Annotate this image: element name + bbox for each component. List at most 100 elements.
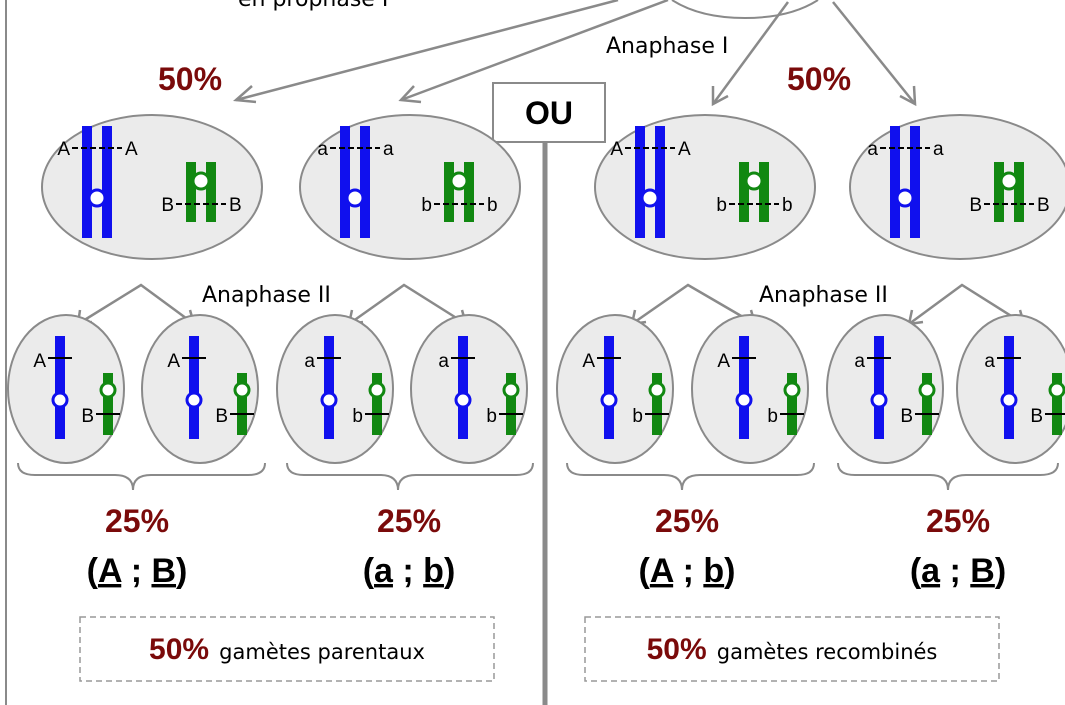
green-chromatid: [739, 162, 749, 222]
blue-centromere: [185, 391, 203, 409]
green-centromere: [368, 381, 386, 399]
green-centromere: [783, 381, 801, 399]
right-gamete-3: aB: [826, 314, 944, 464]
green-chromatid: [186, 162, 196, 222]
anaphase-1-arrows: [233, 0, 917, 107]
blue-chromosome: [874, 336, 884, 439]
green-centromere: [918, 381, 936, 399]
gamete-membrane: [276, 314, 394, 464]
green-allele-right: B: [229, 195, 242, 216]
blue-centromere: [600, 391, 618, 409]
top-right-cell-arc: [671, 0, 819, 20]
gamete-membrane: [410, 314, 528, 464]
gamete-membrane: [7, 314, 125, 464]
green-chromatid: [206, 162, 216, 222]
genotype-close: ): [724, 552, 735, 590]
genotype-separator: ;: [393, 552, 423, 590]
green-allele-left: B: [969, 195, 982, 216]
green-chromosome: [237, 373, 247, 435]
blue-chromosome: [458, 336, 468, 439]
genotype-close: ): [995, 552, 1006, 590]
green-allele: b: [486, 406, 497, 427]
green-allele: B: [900, 406, 913, 427]
green-allele: b: [352, 406, 363, 427]
gamete-braces: [17, 462, 1059, 491]
blue-chromatid: [635, 126, 645, 238]
genotype-allele-2: b: [423, 552, 444, 590]
green-chromatid: [759, 162, 769, 222]
genotype-allele-2: b: [703, 552, 724, 590]
green-centromere: [449, 171, 469, 191]
right-summary-box: [584, 616, 1000, 682]
left-group-1-percent: 25%: [105, 503, 169, 539]
green-allele: b: [767, 406, 778, 427]
blue-chromosome: [55, 336, 65, 439]
blue-chromosome: [1004, 336, 1014, 439]
green-chromosome: [787, 373, 797, 435]
green-centromere: [1048, 381, 1065, 399]
blue-allele-right: a: [383, 139, 394, 160]
green-chromosome: [1052, 373, 1062, 435]
blue-chromatid: [360, 126, 370, 238]
blue-chromatid: [82, 126, 92, 238]
blue-allele-right: a: [933, 139, 944, 160]
genotype-separator: ;: [673, 552, 703, 590]
green-chromatid: [444, 162, 454, 222]
genotype-allele-2: B: [151, 552, 176, 590]
blue-allele: A: [582, 351, 595, 372]
green-centromere: [99, 381, 117, 399]
gamete-membrane: [556, 314, 674, 464]
green-chromosome: [372, 373, 382, 435]
green-chromosome: [506, 373, 516, 435]
right-summary-text: gamètes recombinés: [717, 640, 938, 664]
blue-allele: a: [304, 351, 315, 372]
blue-allele: A: [33, 351, 46, 372]
green-chromatid: [1014, 162, 1024, 222]
green-allele: B: [81, 406, 94, 427]
blue-chromosome: [739, 336, 749, 439]
right-gamete-4: aB: [956, 314, 1065, 464]
green-chromosome: [652, 373, 662, 435]
right-gamete-2: Ab: [691, 314, 809, 464]
right-summary: 50% gamètes recombinés: [647, 633, 938, 666]
blue-centromere: [1000, 391, 1018, 409]
genotype-allele-1: a: [374, 552, 394, 590]
anaphase-2-right-label: Anaphase II: [759, 283, 888, 308]
blue-allele-right: A: [125, 139, 138, 160]
green-allele: B: [215, 406, 228, 427]
left-cell-2: a a b b: [299, 114, 521, 260]
left-group-1-genotype: (A ; B): [87, 552, 188, 590]
genotype-open: (: [639, 552, 651, 590]
green-centromere: [999, 171, 1019, 191]
blue-centromere: [895, 188, 915, 208]
blue-allele: A: [717, 351, 730, 372]
genotype-open: (: [363, 552, 375, 590]
right-group-1-genotype: (A ; b): [639, 552, 736, 590]
blue-allele: A: [167, 351, 180, 372]
genotype-allele-1: A: [98, 552, 122, 590]
blue-centromere: [870, 391, 888, 409]
right-group-1-percent: 25%: [655, 503, 719, 539]
genotype-separator: ;: [940, 552, 970, 590]
green-allele-left: b: [421, 195, 432, 216]
blue-allele-left: a: [317, 139, 328, 160]
left-gamete-4: ab: [410, 314, 528, 464]
blue-centromere: [735, 391, 753, 409]
genotype-allele-1: A: [650, 552, 674, 590]
green-chromosome: [103, 373, 113, 435]
blue-allele-left: a: [867, 139, 878, 160]
blue-allele: a: [854, 351, 865, 372]
ou-box: [492, 82, 606, 143]
prophase-label: en prophase I: [238, 0, 388, 12]
left-summary-box: [79, 616, 495, 682]
blue-chromosome: [324, 336, 334, 439]
left-summary-text: gamètes parentaux: [219, 640, 425, 664]
genotype-open: (: [87, 552, 99, 590]
genotype-separator: ;: [121, 552, 151, 590]
green-centromere: [744, 171, 764, 191]
right-cell-2: a a B B: [849, 114, 1065, 260]
green-allele-right: b: [782, 195, 793, 216]
left-group-2-genotype: (a ; b): [363, 552, 456, 590]
green-allele-left: b: [716, 195, 727, 216]
